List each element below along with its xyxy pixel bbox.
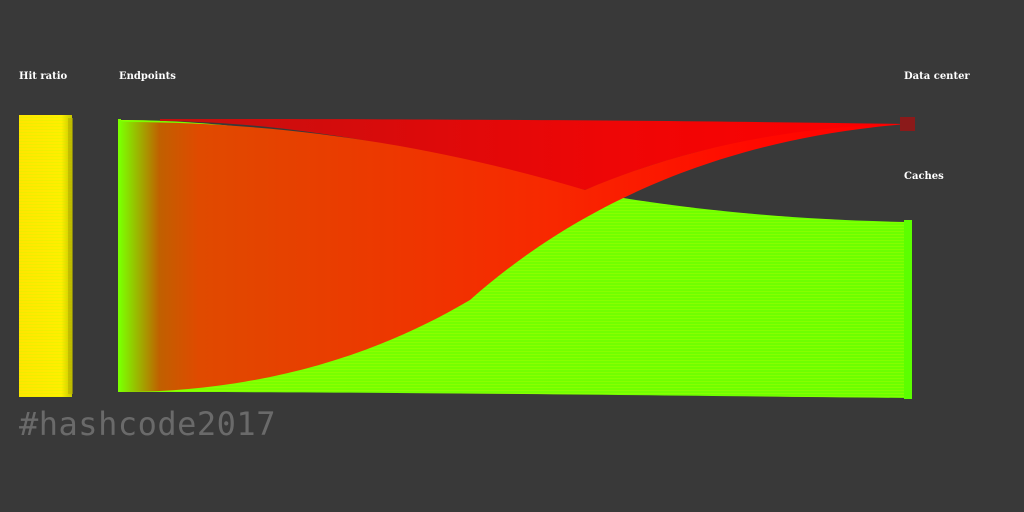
data-center-label: Data center — [904, 71, 970, 82]
hit-ratio-column — [19, 115, 73, 397]
flow-to-data-center — [120, 122, 908, 392]
endpoints-column — [118, 119, 121, 392]
data-center-node — [900, 117, 915, 131]
flow-to-data-center-top — [160, 119, 908, 190]
caches-label: Caches — [904, 171, 944, 182]
hashtag-text: #hashcode2017 — [19, 405, 276, 443]
caches-node — [904, 220, 912, 399]
endpoints-label: Endpoints — [119, 71, 176, 82]
hit-ratio-label: Hit ratio — [19, 71, 68, 82]
